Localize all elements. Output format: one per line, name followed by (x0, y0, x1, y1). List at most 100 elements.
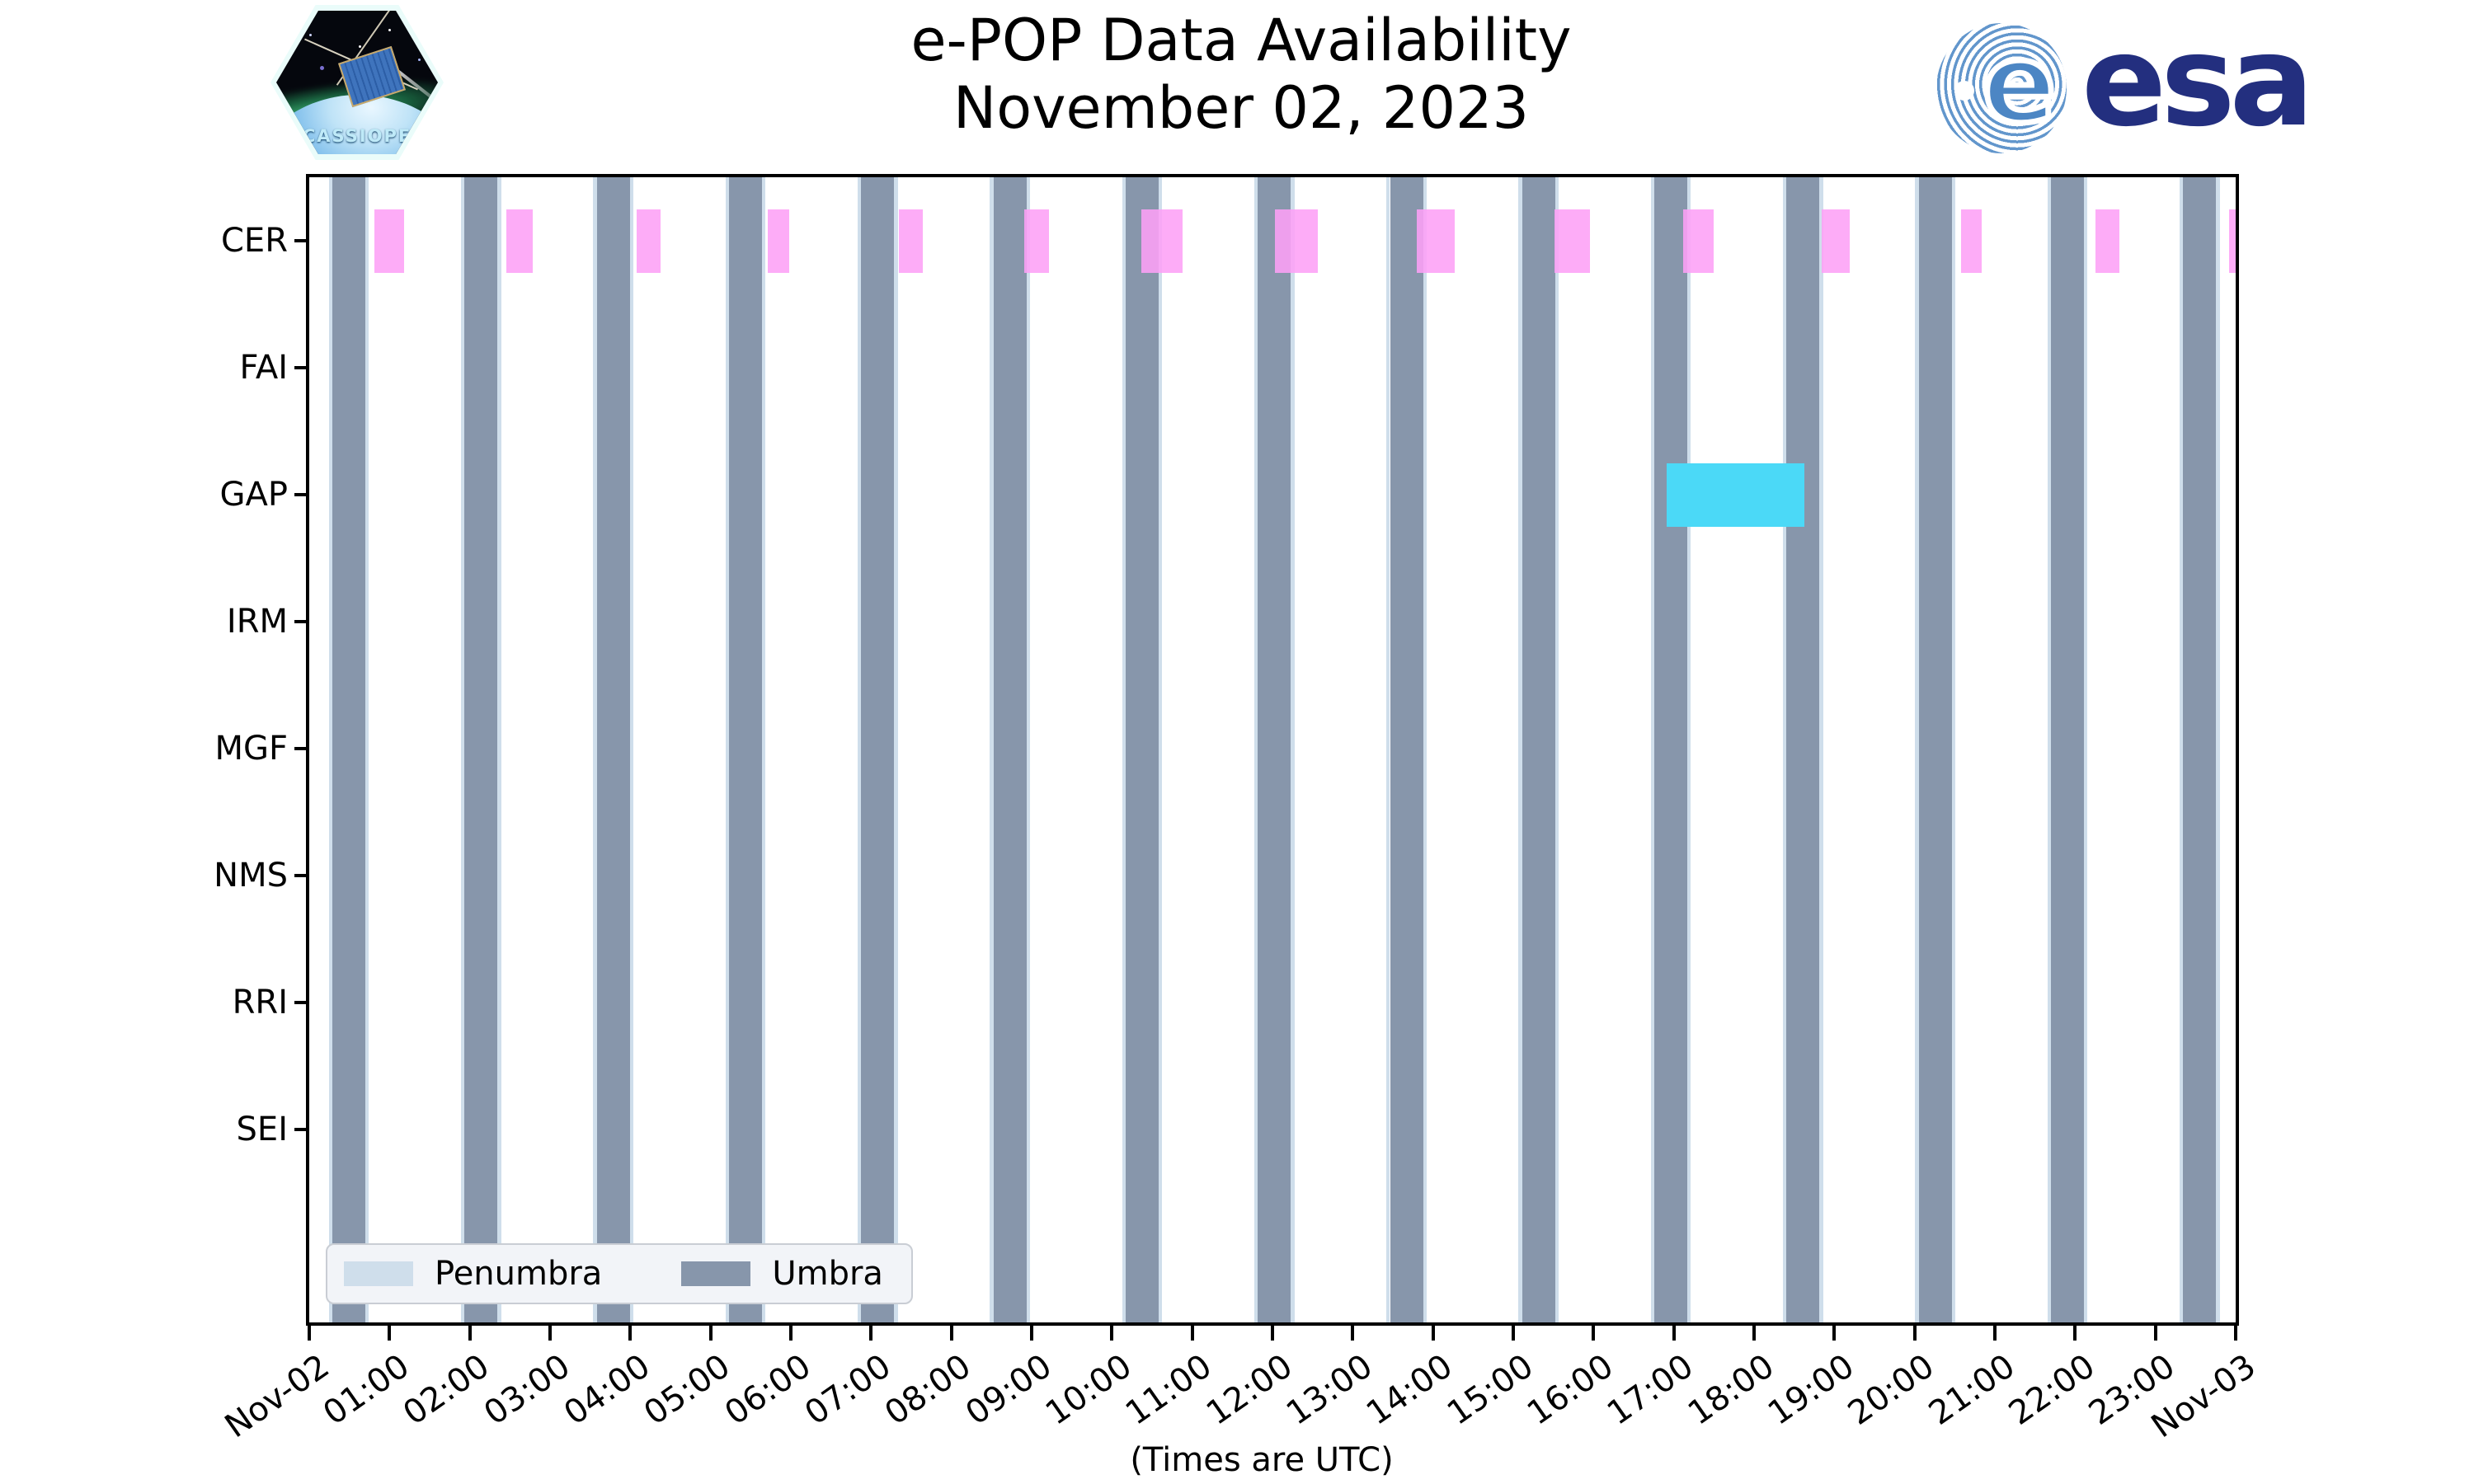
x-tick (1431, 1326, 1435, 1341)
penumbra-band (725, 177, 729, 1322)
x-axis-label: 20:00 (1841, 1347, 1942, 1433)
availability-bar-cer (899, 209, 923, 273)
penumbra-band (1026, 177, 1030, 1322)
x-axis-label: 12:00 (1199, 1347, 1300, 1433)
penumbra-band (497, 177, 501, 1322)
umbra-band (1654, 177, 1688, 1322)
esa-wordmark: esa (2081, 7, 2314, 154)
x-axis-label: 19:00 (1761, 1347, 1861, 1433)
x-tick (1993, 1326, 1997, 1341)
y-tick (294, 620, 306, 623)
x-axis-label: 14:00 (1360, 1347, 1460, 1433)
esa-globe-e-glyph: e (1980, 21, 2059, 148)
penumbra-band (1291, 177, 1295, 1322)
y-tick (294, 874, 306, 877)
penumbra-band (1122, 177, 1126, 1322)
x-axis-label: 09:00 (958, 1347, 1059, 1433)
x-tick (468, 1326, 472, 1341)
x-axis-label: 11:00 (1119, 1347, 1220, 1433)
esa-globe-dot (1954, 81, 1974, 101)
legend-label-penumbra: Penumbra (435, 1255, 603, 1293)
x-axis-label: 07:00 (797, 1347, 898, 1433)
availability-bar-cer (1024, 209, 1050, 273)
penumbra-band (1518, 177, 1522, 1322)
y-tick (294, 239, 306, 242)
x-tick (388, 1326, 392, 1341)
penumbra-band (1915, 177, 1919, 1322)
chart-subtitle-date: November 02, 2023 (952, 74, 1530, 142)
penumbra-band (1783, 177, 1787, 1322)
x-tick (2073, 1326, 2077, 1341)
x-tick (1512, 1326, 1515, 1341)
y-axis-label-cer: CER (221, 222, 288, 260)
penumbra-band (2216, 177, 2220, 1322)
x-axis-label: 17:00 (1601, 1347, 1701, 1433)
penumbra-band (762, 177, 766, 1322)
penumbra-band (857, 177, 862, 1322)
x-tick (1592, 1326, 1596, 1341)
x-tick (1832, 1326, 1837, 1341)
y-axis-label-gap: GAP (219, 476, 288, 514)
x-axis-label: 02:00 (397, 1347, 497, 1433)
x-tick (2234, 1326, 2237, 1341)
x-axis-label: 10:00 (1038, 1347, 1139, 1433)
x-axis-label: 22:00 (2001, 1347, 2102, 1433)
penumbra-band (629, 177, 634, 1322)
penumbra-band (1687, 177, 1691, 1322)
penumbra-band (1253, 177, 1258, 1322)
x-axis-label: 21:00 (1921, 1347, 2022, 1433)
penumbra-band (1554, 177, 1559, 1322)
y-tick (294, 366, 306, 369)
x-tick (789, 1326, 793, 1341)
x-axis-label: 13:00 (1279, 1347, 1380, 1433)
x-tick (949, 1326, 953, 1341)
penumbra-band (894, 177, 898, 1322)
y-axis-label-rri: RRI (232, 984, 288, 1021)
x-tick (1672, 1326, 1676, 1341)
x-axis-label: 01:00 (316, 1347, 416, 1433)
umbra-band (1258, 177, 1291, 1322)
y-axis-label-nms: NMS (214, 857, 288, 895)
availability-bar-cer (637, 209, 661, 273)
availability-bar-cer (374, 209, 404, 273)
availability-bar-gap (1666, 463, 1805, 527)
x-tick (1271, 1326, 1274, 1341)
cassiope-mission-patch: CASSIOPE (270, 5, 444, 160)
x-tick (1110, 1326, 1114, 1341)
umbra-band (1786, 177, 1820, 1322)
availability-bar-cer (1961, 209, 1982, 273)
penumbra-band (1386, 177, 1390, 1322)
umbra-band (464, 177, 498, 1322)
x-tick (1351, 1326, 1355, 1341)
x-tick (308, 1326, 311, 1341)
y-tick (294, 1001, 306, 1004)
y-axis-label-sei: SEI (236, 1111, 288, 1148)
x-axis-label: 18:00 (1681, 1347, 1781, 1433)
umbra-band (1125, 177, 1159, 1322)
availability-bar-cer (767, 209, 790, 273)
penumbra-band (1423, 177, 1427, 1322)
x-axis-label: 15:00 (1440, 1347, 1540, 1433)
penumbra-band (1819, 177, 1823, 1322)
penumbra-band (2180, 177, 2184, 1322)
penumbra-band (1158, 177, 1163, 1322)
x-axis-label: 06:00 (717, 1347, 818, 1433)
x-axis-caption: (Times are UTC) (1130, 1441, 1394, 1479)
penumbra-band (2084, 177, 2088, 1322)
stars-decoration (309, 34, 312, 36)
esa-globe-icon: e (1936, 23, 2067, 153)
availability-bar-cer (2229, 209, 2236, 273)
plot-area (309, 177, 2236, 1322)
x-axis-label: Nov-02 (218, 1347, 336, 1446)
y-tick (294, 1128, 306, 1131)
umbra-band (332, 177, 365, 1322)
umbra-band (2183, 177, 2217, 1322)
umbra-band (2051, 177, 2084, 1322)
availability-bar-cer (1141, 209, 1183, 273)
penumbra-band (365, 177, 369, 1322)
penumbra-band (1650, 177, 1655, 1322)
umbra-band (596, 177, 630, 1322)
x-axis-label: 03:00 (477, 1347, 577, 1433)
availability-bar-cer (506, 209, 533, 273)
